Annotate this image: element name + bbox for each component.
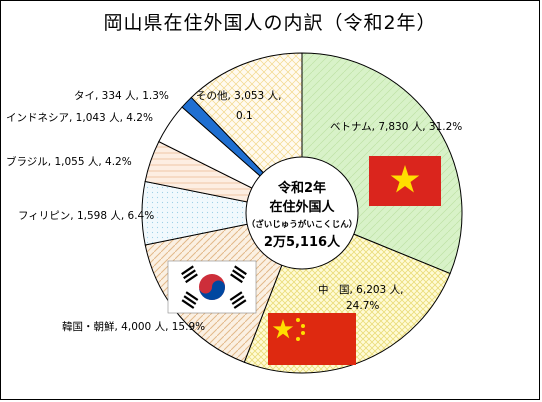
center-reading: （ざいじゅうがいこくじん） [247, 219, 358, 230]
label-philippines: フィリピン, 1,598 人, 6.4% [18, 210, 154, 222]
china-flag-icon [268, 313, 356, 365]
center-year: 令和2年 [278, 180, 326, 196]
label-brazil: ブラジル, 1,055 人, 4.2% [6, 155, 132, 168]
korea-flag-icon [167, 260, 257, 314]
center-total: 2万5,116人 [264, 234, 341, 250]
label-thailand: タイ, 334 人, 1.3% [74, 90, 169, 102]
center-heading: 在住外国人 [269, 199, 335, 215]
vietnam-flag-icon [369, 156, 441, 206]
label-other-line2: 0.1 [236, 110, 253, 122]
label-vietnam: ベトナム, 7,830 人, 31.2% [330, 121, 462, 133]
label-china-line2: 24.7% [346, 300, 379, 312]
label-china-line1: 中 国, 6,203 人, [318, 283, 403, 296]
chart-title: 岡山県在住外国人の内訳（令和2年） [103, 12, 437, 34]
label-korea: 韓国・朝鮮, 4,000 人, 15.9% [62, 320, 205, 333]
label-other-line1: その他, 3,053 人, [196, 89, 281, 102]
label-indonesia: インドネシア, 1,043 人, 4.2% [6, 112, 153, 124]
center-hole [245, 156, 359, 270]
